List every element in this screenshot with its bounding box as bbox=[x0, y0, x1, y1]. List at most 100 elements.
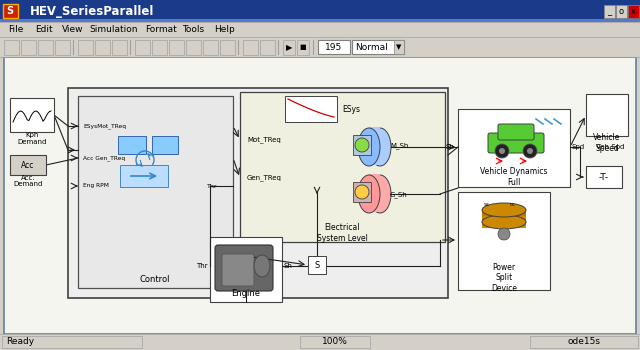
Circle shape bbox=[523, 144, 537, 158]
Text: -T-: -T- bbox=[599, 173, 609, 182]
Text: ▶: ▶ bbox=[285, 43, 292, 52]
Text: 195: 195 bbox=[325, 42, 342, 51]
Bar bbox=[394, 40, 404, 54]
Bar bbox=[3, 4, 18, 18]
Text: Power
Split
Device: Power Split Device bbox=[491, 263, 517, 293]
Bar bbox=[186, 40, 201, 55]
Bar bbox=[530, 336, 638, 348]
Bar bbox=[210, 237, 282, 302]
Bar bbox=[2, 336, 142, 348]
Text: cc: cc bbox=[510, 202, 516, 206]
Bar bbox=[458, 192, 550, 290]
Text: Edit: Edit bbox=[35, 25, 53, 34]
Bar bbox=[203, 40, 218, 55]
Text: Help: Help bbox=[214, 25, 235, 34]
Text: ESys: ESys bbox=[342, 105, 360, 113]
Text: ■: ■ bbox=[300, 44, 307, 50]
Ellipse shape bbox=[254, 255, 270, 277]
Bar bbox=[0, 37, 640, 57]
Bar bbox=[297, 40, 309, 55]
Bar bbox=[78, 40, 93, 55]
Text: Sh: Sh bbox=[284, 263, 293, 269]
Circle shape bbox=[498, 228, 510, 240]
Bar bbox=[369, 127, 380, 165]
Text: Acc Gen_TReq: Acc Gen_TReq bbox=[83, 155, 125, 161]
Bar bbox=[369, 174, 380, 212]
Bar bbox=[78, 96, 233, 288]
Bar bbox=[628, 5, 639, 18]
Bar bbox=[352, 40, 404, 54]
Bar bbox=[604, 5, 615, 18]
Text: View: View bbox=[63, 25, 84, 34]
Bar bbox=[152, 40, 167, 55]
Bar bbox=[55, 40, 70, 55]
Bar bbox=[120, 165, 168, 187]
Text: Vehicle
Speed: Vehicle Speed bbox=[593, 133, 621, 153]
Bar bbox=[220, 40, 235, 55]
Text: Acc: Acc bbox=[21, 161, 35, 169]
Bar bbox=[112, 40, 127, 55]
Text: Engine: Engine bbox=[232, 289, 260, 299]
Text: M_Sh: M_Sh bbox=[390, 143, 408, 149]
Text: Gen_TReq: Gen_TReq bbox=[247, 175, 282, 181]
Text: Kph
Demand: Kph Demand bbox=[17, 132, 47, 145]
Bar bbox=[616, 5, 627, 18]
Text: Normal: Normal bbox=[356, 42, 388, 51]
Text: Format: Format bbox=[146, 25, 177, 34]
Bar bbox=[482, 214, 526, 228]
Circle shape bbox=[355, 138, 369, 152]
Bar bbox=[283, 40, 295, 55]
Bar bbox=[169, 40, 184, 55]
Bar bbox=[0, 0, 640, 22]
Bar bbox=[4, 40, 19, 55]
FancyBboxPatch shape bbox=[215, 245, 273, 291]
Text: o: o bbox=[619, 7, 624, 16]
Text: G_Sh: G_Sh bbox=[390, 192, 408, 198]
Text: Ready: Ready bbox=[6, 337, 34, 346]
Text: Eng RPM: Eng RPM bbox=[83, 183, 109, 189]
Bar bbox=[353, 135, 371, 155]
Bar bbox=[118, 136, 146, 154]
Bar bbox=[38, 40, 53, 55]
Text: Electrical
System Level: Electrical System Level bbox=[317, 223, 367, 243]
Text: ode15s: ode15s bbox=[568, 337, 600, 346]
Bar bbox=[353, 182, 371, 202]
Circle shape bbox=[355, 185, 369, 199]
Text: Thr: Thr bbox=[196, 263, 208, 269]
Text: S: S bbox=[6, 6, 13, 16]
Text: Spd: Spd bbox=[572, 144, 585, 150]
Text: Vehicle Dynamics
Full: Vehicle Dynamics Full bbox=[480, 167, 548, 187]
FancyBboxPatch shape bbox=[222, 254, 254, 286]
Bar bbox=[68, 88, 448, 298]
Ellipse shape bbox=[358, 175, 380, 213]
Text: ESysMot_TReq: ESysMot_TReq bbox=[83, 123, 126, 129]
Bar bbox=[95, 40, 110, 55]
Text: Tools: Tools bbox=[182, 25, 205, 34]
Text: Sh: Sh bbox=[445, 144, 454, 150]
Bar bbox=[21, 40, 36, 55]
Circle shape bbox=[527, 148, 533, 154]
Bar bbox=[4, 57, 636, 334]
Bar bbox=[285, 96, 337, 122]
Bar bbox=[0, 22, 640, 37]
Bar bbox=[482, 210, 526, 216]
Bar bbox=[586, 166, 622, 188]
Bar bbox=[300, 336, 370, 348]
Ellipse shape bbox=[358, 128, 380, 166]
FancyBboxPatch shape bbox=[488, 133, 544, 153]
Text: x: x bbox=[631, 7, 636, 16]
Text: Thr: Thr bbox=[207, 183, 218, 189]
Text: Mot_TReq: Mot_TReq bbox=[247, 136, 281, 144]
Text: HEV_SeriesParallel: HEV_SeriesParallel bbox=[30, 5, 154, 18]
Text: ss: ss bbox=[484, 202, 490, 206]
Ellipse shape bbox=[369, 175, 391, 213]
Ellipse shape bbox=[482, 215, 526, 229]
Bar bbox=[308, 256, 326, 274]
Text: Veh Spd: Veh Spd bbox=[596, 144, 625, 150]
Text: ▼: ▼ bbox=[396, 44, 402, 50]
Bar bbox=[458, 109, 570, 187]
Bar bbox=[0, 334, 640, 350]
Text: Simulation: Simulation bbox=[90, 25, 138, 34]
FancyBboxPatch shape bbox=[498, 124, 534, 140]
Bar bbox=[260, 40, 275, 55]
